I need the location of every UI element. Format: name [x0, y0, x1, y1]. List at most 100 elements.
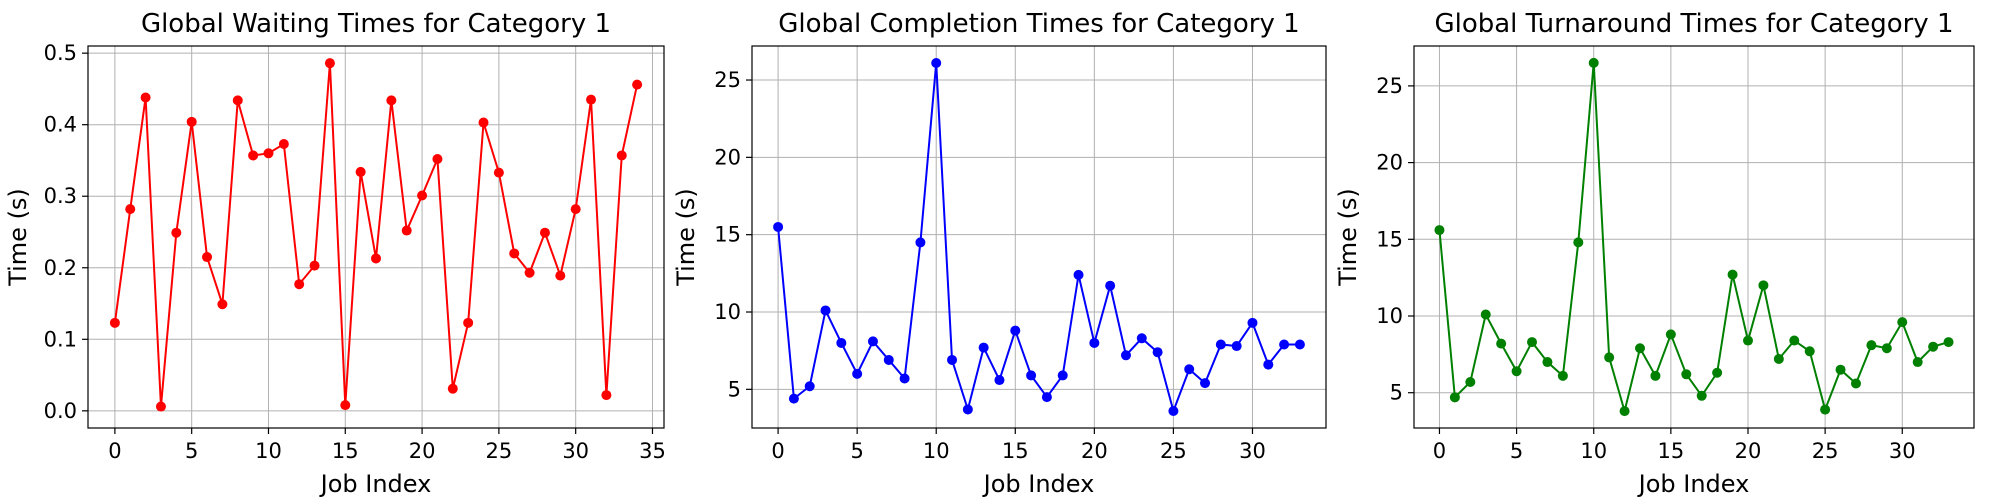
turnaround-x-axis-label: Job Index: [1637, 470, 1750, 498]
completion-data-point: [1057, 370, 1068, 381]
turnaround-data-point: [1712, 367, 1723, 378]
waiting-x-tick-label: 30: [562, 439, 589, 463]
waiting-x-tick-label: 5: [185, 439, 198, 463]
turnaround-series-line: [1438, 62, 1949, 416]
waiting-data-point: [509, 248, 520, 259]
turnaround-x-tick-label: 25: [1812, 439, 1839, 463]
turnaround-chart: 0 5 10 15 20 25 30 5 10 15 20 25 Global Turnaround T…: [1334, 9, 1975, 498]
waiting-data-point: [340, 400, 351, 411]
turnaround-data-point: [1588, 57, 1599, 68]
completion-data-point: [804, 381, 815, 392]
turnaround-x-tick-label: 0: [1433, 439, 1446, 463]
completion-chart-title: Global Completion Times for Category 1: [778, 9, 1299, 39]
turnaround-data-point: [1465, 376, 1476, 387]
completion-data-point: [883, 354, 894, 365]
waiting-x-tick-label: 15: [332, 439, 359, 463]
completion-data-point: [820, 305, 831, 316]
waiting-y-tick-label: 0.3: [44, 184, 77, 208]
completion-y-tick-label: 10: [714, 300, 741, 324]
turnaround-chart-title: Global Turnaround Times for Category 1: [1434, 9, 1953, 39]
completion-x-tick-label: 30: [1239, 439, 1266, 463]
turnaround-x-tick-label: 5: [1510, 439, 1523, 463]
completion-data-point: [1136, 333, 1147, 344]
waiting-data-point: [140, 92, 151, 103]
turnaround-data-point: [1665, 329, 1676, 340]
waiting-data-point: [555, 270, 566, 281]
waiting-chart-title: Global Waiting Times for Category 1: [141, 9, 611, 39]
waiting-data-point: [417, 190, 428, 201]
turnaround-data-point: [1449, 392, 1460, 403]
waiting-y-tick-label: 0.4: [44, 113, 77, 137]
waiting-axes-frame: [87, 45, 665, 429]
completion-y-tick-label: 20: [714, 145, 741, 169]
completion-axes-frame: [751, 45, 1327, 429]
turnaround-x-tick-label: 15: [1657, 439, 1684, 463]
turnaround-data-point: [1650, 370, 1661, 381]
waiting-data-point: [248, 150, 259, 161]
turnaround-y-tick-label: 20: [1376, 151, 1403, 175]
waiting-data-point: [401, 225, 412, 236]
turnaround-data-point: [1496, 338, 1507, 349]
waiting-data-point: [109, 317, 120, 328]
turnaround-data-point: [1804, 346, 1815, 357]
waiting-data-point: [186, 116, 197, 127]
waiting-data-point: [217, 299, 228, 310]
turnaround-data-point: [1758, 280, 1769, 291]
waiting-data-point: [539, 227, 550, 238]
turnaround-data-point: [1727, 269, 1738, 280]
waiting-data-point: [524, 267, 535, 278]
turnaround-y-tick-label: 25: [1376, 74, 1403, 98]
completion-data-point: [947, 354, 958, 365]
turnaround-data-point: [1511, 366, 1522, 377]
turnaround-data-point: [1542, 357, 1553, 368]
completion-data-point: [1263, 359, 1274, 370]
completion-data-point: [867, 336, 878, 347]
turnaround-x-tick-label: 10: [1580, 439, 1607, 463]
completion-series-line: [777, 62, 1300, 415]
turnaround-data-point: [1681, 369, 1692, 380]
waiting-series-line: [113, 63, 639, 407]
completion-x-tick-label: 25: [1160, 439, 1187, 463]
waiting-data-point: [202, 252, 213, 263]
waiting-data-point: [278, 139, 289, 150]
completion-x-tick-label: 15: [1002, 439, 1029, 463]
completion-data-point: [1010, 325, 1021, 336]
completion-data-point: [1026, 370, 1037, 381]
completion-x-tick-label: 0: [771, 439, 784, 463]
waiting-data-point: [632, 79, 643, 90]
turnaround-data-point: [1773, 353, 1784, 364]
waiting-data-point: [601, 390, 612, 401]
completion-data-point: [994, 375, 1005, 386]
completion-y-tick-label: 25: [714, 68, 741, 92]
completion-x-tick-label: 5: [850, 439, 863, 463]
turnaround-data-point: [1866, 340, 1877, 351]
turnaround-data-point: [1881, 343, 1892, 354]
completion-data-point: [1120, 350, 1131, 361]
completion-x-axis-label: Job Index: [982, 470, 1095, 498]
turnaround-data-point: [1943, 337, 1954, 348]
waiting-data-point: [371, 253, 381, 264]
waiting-x-axis-label: Job Index: [319, 470, 432, 498]
waiting-data-point: [447, 383, 458, 394]
completion-data-point: [1247, 317, 1258, 328]
turnaround-data-point: [1850, 378, 1861, 389]
turnaround-y-tick-label: 10: [1376, 304, 1403, 328]
completion-chart: 0 5 10 15 20 25 30 5 10 15 20 25 Global Completion T…: [672, 9, 1327, 498]
completion-data-point: [1105, 280, 1116, 291]
waiting-chart: 0 5 10 15 20 25 30 35 0.0 0.1 0.2 0.3 0.4 0.5 Global W…: [4, 9, 666, 498]
waiting-data-point: [232, 95, 243, 106]
turnaround-data-point: [1789, 335, 1800, 346]
waiting-y-tick-label: 0.1: [44, 327, 77, 351]
turnaround-data-point: [1897, 317, 1908, 328]
waiting-y-tick-label: 0.0: [44, 399, 77, 423]
completion-data-point: [1041, 392, 1052, 403]
waiting-data-point: [386, 95, 397, 106]
waiting-y-axis-label: Time (s): [4, 188, 32, 287]
completion-data-point: [899, 373, 910, 384]
completion-x-tick-label: 20: [1081, 439, 1108, 463]
completion-data-point: [1152, 347, 1163, 358]
waiting-data-point: [463, 317, 474, 328]
completion-data-point: [1168, 405, 1179, 416]
waiting-y-tick-label: 0.5: [44, 41, 77, 65]
